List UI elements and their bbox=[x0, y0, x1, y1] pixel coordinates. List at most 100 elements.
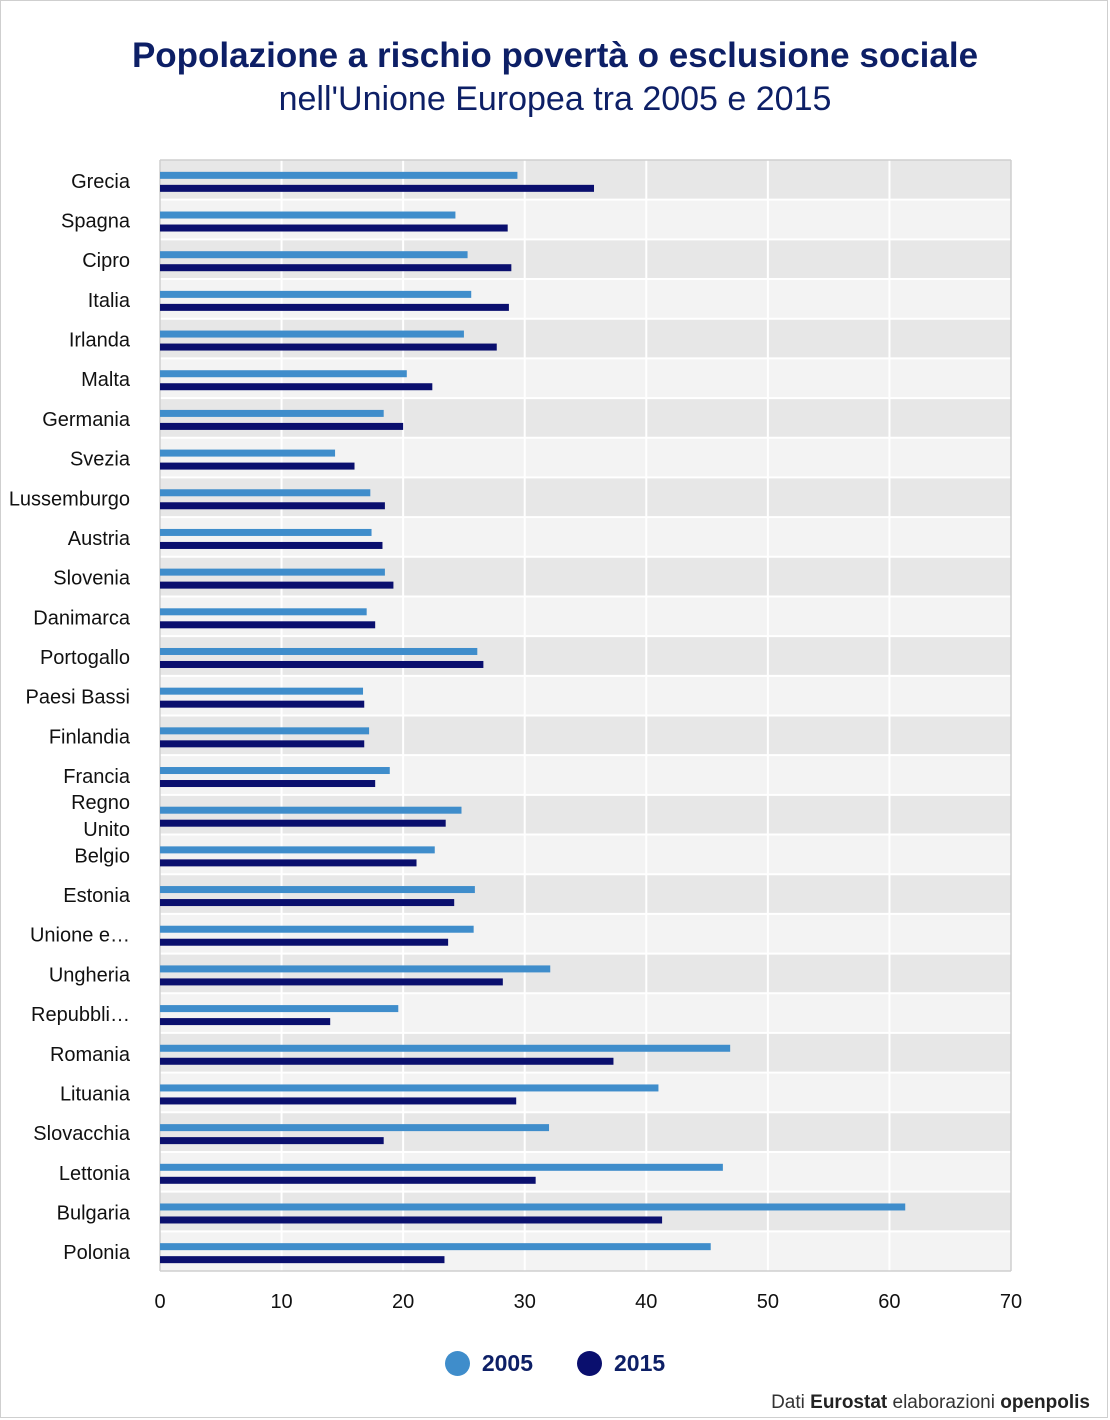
category-label: Austria bbox=[68, 528, 131, 550]
legend-label-2015: 2015 bbox=[614, 1350, 666, 1376]
bar-2015 bbox=[160, 819, 446, 827]
row-band bbox=[160, 953, 1011, 994]
category-label: Lussemburgo bbox=[9, 488, 130, 510]
bar-2005 bbox=[160, 1084, 659, 1092]
row-band bbox=[160, 517, 1011, 557]
bar-2015 bbox=[160, 1137, 384, 1145]
legend-marker-2005 bbox=[444, 1351, 470, 1376]
source-credit: Dati Eurostat elaborazioni openpolis bbox=[771, 1392, 1090, 1414]
category-label: Bulgaria bbox=[57, 1202, 131, 1224]
bar-2005 bbox=[160, 806, 462, 814]
bar-2005 bbox=[160, 846, 435, 854]
legend-item-2015[interactable]: 2015 bbox=[577, 1350, 665, 1377]
bar-2005 bbox=[160, 290, 472, 298]
row-band bbox=[160, 398, 1011, 438]
category-label: Grecia bbox=[71, 171, 131, 193]
bar-2015 bbox=[160, 859, 417, 867]
bar-2015 bbox=[160, 899, 455, 907]
bar-2015 bbox=[160, 1256, 445, 1264]
category-label: Estonia bbox=[63, 885, 131, 907]
category-label: Unione e… bbox=[30, 925, 130, 947]
category-label: Lituania bbox=[60, 1083, 131, 1105]
category-label: Germania bbox=[42, 409, 131, 431]
row-band bbox=[160, 556, 1011, 597]
bar-2015 bbox=[160, 224, 508, 232]
bar-2005 bbox=[160, 489, 371, 497]
bar-2015 bbox=[160, 184, 595, 192]
bar-2005 bbox=[160, 767, 390, 775]
bar-2015 bbox=[160, 1176, 536, 1184]
category-label: Spagna bbox=[61, 211, 131, 233]
category-label: Unito bbox=[83, 819, 130, 841]
bar-2005 bbox=[160, 925, 474, 933]
bar-2015 bbox=[160, 303, 509, 311]
bar-2005 bbox=[160, 1005, 399, 1013]
bar-2005 bbox=[160, 171, 518, 179]
category-label: Italia bbox=[88, 290, 131, 312]
bar-2005 bbox=[160, 528, 372, 536]
row-band bbox=[160, 1072, 1011, 1113]
bar-2015 bbox=[160, 700, 365, 708]
row-band bbox=[160, 1032, 1011, 1073]
row-band bbox=[160, 715, 1011, 756]
legend-label-2005: 2005 bbox=[481, 1350, 533, 1376]
legend: 2005 2015 bbox=[0, 1350, 1110, 1377]
row-band bbox=[160, 239, 1011, 280]
category-label: Lettonia bbox=[59, 1163, 131, 1185]
row-band bbox=[160, 160, 1011, 200]
bar-2005 bbox=[160, 1124, 550, 1132]
row-band bbox=[160, 318, 1011, 359]
category-label: Portogallo bbox=[40, 647, 130, 669]
bar-2015 bbox=[160, 581, 394, 589]
bar-2015 bbox=[160, 621, 376, 629]
bar-2005 bbox=[160, 251, 468, 259]
source-middle: elaborazioni bbox=[892, 1392, 995, 1413]
bar-2015 bbox=[160, 978, 503, 986]
row-band bbox=[160, 794, 1011, 835]
bar-chart: 0 10 20 30 40 50 60 70 Grecia Spagna Cipro Italia Ir… bbox=[9, 159, 1022, 1313]
bar-2015 bbox=[160, 1018, 331, 1026]
bar-2015 bbox=[160, 780, 376, 788]
source-prefix: Dati bbox=[771, 1392, 805, 1413]
bar-2015 bbox=[160, 660, 484, 668]
category-label: Belgio bbox=[74, 845, 130, 867]
row-band bbox=[160, 1231, 1011, 1271]
source-openpolis: openpolis bbox=[1000, 1392, 1090, 1413]
row-band bbox=[160, 477, 1011, 518]
bar-2005 bbox=[160, 687, 364, 695]
bar-2005 bbox=[160, 330, 464, 338]
bar-2005 bbox=[160, 211, 456, 219]
category-label: Malta bbox=[81, 369, 131, 391]
row-band bbox=[160, 358, 1011, 399]
bar-2005 bbox=[160, 1163, 723, 1171]
bar-2015 bbox=[160, 422, 404, 430]
bar-2015 bbox=[160, 541, 383, 549]
row-band bbox=[160, 596, 1011, 637]
row-band bbox=[160, 913, 1011, 954]
bar-2005 bbox=[160, 568, 385, 576]
legend-item-2005[interactable]: 2005 bbox=[444, 1350, 533, 1377]
x-tick-label: 20 bbox=[392, 1291, 414, 1313]
x-tick-label: 0 bbox=[154, 1291, 165, 1313]
chart-title: Popolazione a rischio povertà o esclusio… bbox=[131, 36, 979, 75]
category-label: Cipro bbox=[82, 250, 130, 272]
bar-2005 bbox=[160, 449, 336, 457]
bar-2015 bbox=[160, 264, 512, 272]
category-label: Finlandia bbox=[49, 726, 131, 748]
row-band bbox=[160, 1191, 1011, 1232]
category-label: Slovacchia bbox=[33, 1123, 131, 1145]
bar-2015 bbox=[160, 1097, 517, 1105]
row-band bbox=[160, 993, 1011, 1033]
bar-2005 bbox=[160, 647, 478, 655]
bar-2005 bbox=[160, 370, 407, 378]
bar-2015 bbox=[160, 343, 497, 351]
category-label: Polonia bbox=[63, 1242, 131, 1264]
category-label: Svezia bbox=[70, 449, 131, 471]
bar-2005 bbox=[160, 1203, 906, 1211]
bar-2005 bbox=[160, 965, 551, 973]
row-band bbox=[160, 1151, 1011, 1192]
x-tick-label: 10 bbox=[270, 1291, 292, 1313]
source-eurostat: Eurostat bbox=[810, 1392, 888, 1413]
chart-subtitle: nell'Unione Europea tra 2005 e 2015 bbox=[278, 80, 832, 118]
